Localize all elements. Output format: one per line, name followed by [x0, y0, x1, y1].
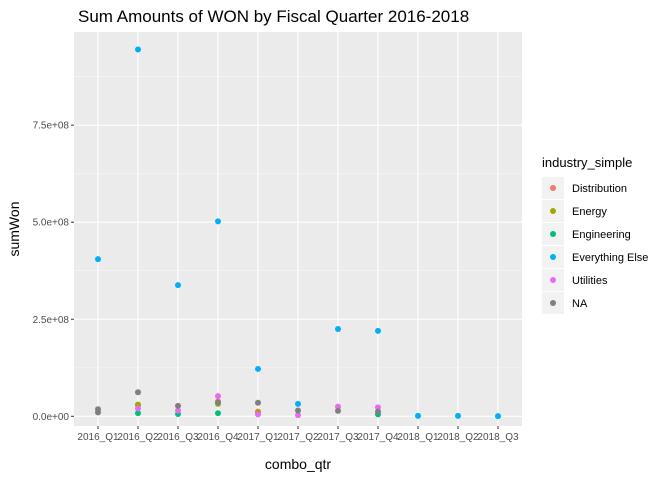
- legend-key-point: [550, 185, 556, 191]
- x-axis-title: combo_qtr: [265, 456, 331, 472]
- data-points: [95, 46, 501, 420]
- data-point-everything-else: [455, 412, 461, 419]
- x-tick-label: 2016_Q1: [77, 432, 119, 443]
- legend-key-point: [550, 231, 556, 237]
- legend-item-distribution: Distribution: [542, 177, 627, 199]
- y-tick-label: 0.0e+00: [33, 412, 70, 423]
- legend-item-everything-else: Everything Else: [542, 246, 648, 268]
- data-point-everything-else: [335, 325, 341, 332]
- y-tick-label: 2.5e+08: [33, 315, 70, 326]
- x-tick-label: 2016_Q3: [157, 432, 199, 443]
- data-point-utilities: [135, 405, 141, 412]
- grid-lines: [74, 32, 522, 426]
- data-point-na: [215, 399, 221, 406]
- x-tick-label: 2017_Q3: [317, 432, 359, 443]
- data-point-na: [375, 408, 381, 415]
- legend-title: industry_simple: [542, 155, 632, 170]
- legend-key-point: [550, 277, 556, 283]
- data-point-na: [175, 402, 181, 409]
- legend-label: Engineering: [572, 229, 631, 241]
- legend-label: NA: [572, 298, 588, 310]
- x-tick-label: 2018_Q2: [437, 432, 479, 443]
- x-tick-label: 2016_Q4: [197, 432, 239, 443]
- legend-item-energy: Energy: [542, 200, 607, 222]
- data-point-everything-else: [375, 327, 381, 334]
- data-point-na: [255, 399, 261, 406]
- x-tick-label: 2016_Q2: [117, 432, 159, 443]
- legend-item-engineering: Engineering: [542, 223, 631, 245]
- y-tick-label: 5.0e+08: [33, 218, 70, 229]
- legend: industry_simple Distribution Energy Engine…: [542, 155, 648, 314]
- x-tick-label: 2018_Q3: [477, 432, 519, 443]
- data-point-engineering: [215, 410, 221, 417]
- data-point-everything-else: [255, 365, 261, 372]
- data-point-na: [95, 406, 101, 413]
- data-point-everything-else: [175, 282, 181, 289]
- data-point-utilities: [255, 411, 261, 418]
- x-tick-label: 2018_Q1: [397, 432, 439, 443]
- legend-label: Everything Else: [572, 252, 648, 264]
- x-tick-label: 2017_Q4: [357, 432, 399, 443]
- chart-title: Sum Amounts of WON by Fiscal Quarter 201…: [78, 7, 469, 26]
- data-point-utilities: [295, 412, 301, 419]
- x-tick-label: 2017_Q2: [277, 432, 319, 443]
- data-point-utilities: [175, 407, 181, 414]
- data-point-na: [335, 407, 341, 414]
- data-point-utilities: [375, 404, 381, 411]
- data-point-na: [295, 407, 301, 414]
- data-point-na: [135, 389, 141, 396]
- legend-item-na: NA: [542, 292, 588, 314]
- legend-label: Utilities: [572, 275, 608, 287]
- data-point-utilities: [215, 393, 221, 400]
- x-axis-ticks: 2016_Q12016_Q22016_Q32016_Q42017_Q12017_…: [77, 426, 519, 443]
- data-point-everything-else: [295, 400, 301, 407]
- legend-label: Distribution: [572, 183, 627, 195]
- legend-label: Energy: [572, 206, 607, 218]
- x-tick-label: 2017_Q1: [237, 432, 279, 443]
- y-tick-label: 7.5e+08: [33, 121, 70, 132]
- legend-item-utilities: Utilities: [542, 269, 608, 291]
- legend-key-point: [550, 254, 556, 260]
- data-point-utilities: [335, 403, 341, 410]
- data-point-everything-else: [415, 412, 421, 419]
- y-axis-title: sumWon: [6, 202, 22, 257]
- data-point-everything-else: [135, 46, 141, 53]
- data-point-engineering: [135, 410, 141, 417]
- legend-key-point: [550, 208, 556, 214]
- data-point-everything-else: [495, 413, 501, 420]
- data-point-everything-else: [95, 256, 101, 263]
- legend-key-point: [550, 300, 556, 306]
- data-point-everything-else: [215, 218, 221, 225]
- y-axis-ticks: 0.0e+00 2.5e+08 5.0e+08 7.5e+08: [33, 121, 74, 423]
